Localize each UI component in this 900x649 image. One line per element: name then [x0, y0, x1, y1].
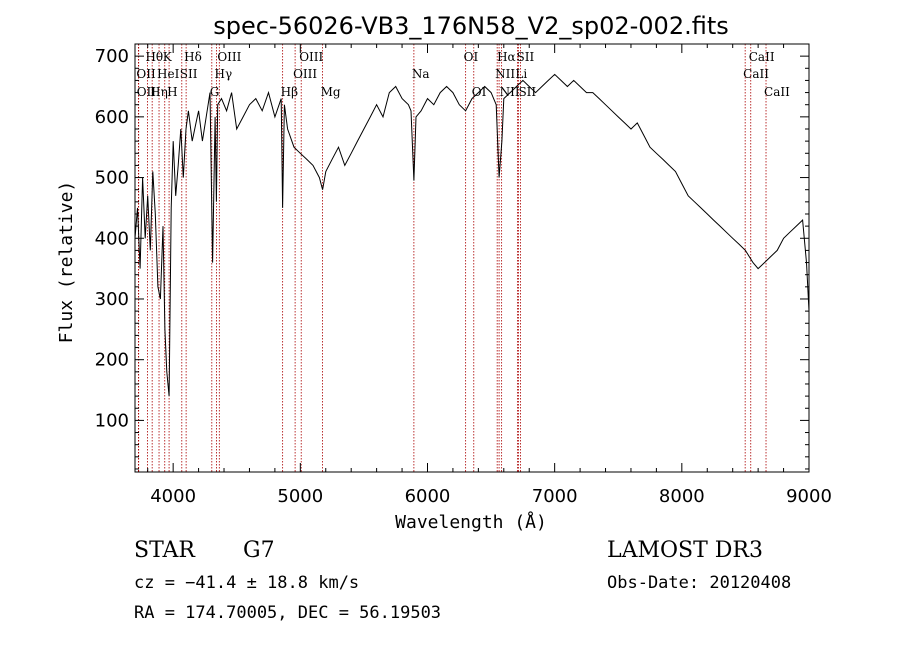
line-label-o-ii: OII	[136, 67, 156, 81]
line-label-s-ii: SII	[518, 85, 536, 99]
line-label-li: Li	[515, 67, 527, 81]
line-label-h-delta: Hδ	[184, 50, 202, 64]
line-label-k: K	[163, 50, 173, 64]
object-subclass: G7	[243, 538, 275, 563]
line-label-o-ii: OII	[137, 85, 157, 99]
line-label-o-iii: OIII	[217, 50, 241, 64]
y-tick-label: 600	[95, 107, 129, 128]
y-tick-label: 500	[95, 168, 129, 189]
x-tick-label: 6000	[405, 486, 451, 507]
line-label-mg: Mg	[321, 85, 341, 99]
y-tick-label: 100	[95, 410, 129, 431]
line-label-s-ii: SII	[517, 50, 535, 64]
y-tick-label: 200	[95, 350, 129, 371]
y-axis-label: Flux (relative)	[56, 181, 77, 344]
redshift-readout: cz = −41.4 ± 18.8 km/s	[134, 573, 360, 593]
line-label-ca-ii: CaII	[749, 50, 775, 64]
y-tick-label: 700	[95, 46, 129, 67]
line-label-o-iii: OIII	[299, 50, 323, 64]
emission-line-labels: HθOIIOIIHηHeIKHSIIHδGHγOIIIHβOIIIOIIIMgN…	[136, 50, 790, 99]
x-tick-label: 4000	[150, 486, 196, 507]
line-label-o-i: OI	[464, 50, 479, 64]
spectrum-line	[134, 73, 810, 397]
y-axis-ticks: 100 200 300 400 500 600 700	[95, 46, 809, 470]
x-tick-label: 5000	[277, 486, 323, 507]
line-label-h-gamma: Hγ	[215, 67, 233, 81]
emission-line-markers	[138, 44, 767, 472]
x-axis-label: Wavelength (Å)	[395, 511, 547, 533]
object-class: STAR	[134, 538, 195, 563]
line-label-h: H	[167, 85, 177, 99]
chart-title: spec-56026-VB3_176N58_V2_sp02-002.fits	[213, 12, 729, 40]
line-label-h-theta: Hθ	[145, 50, 163, 64]
line-label-s-ii: SII	[180, 67, 198, 81]
x-tick-label: 8000	[659, 486, 705, 507]
y-tick-label: 400	[95, 228, 129, 249]
x-axis-ticks: 4000 5000 6000 7000 8000 9000	[147, 44, 832, 507]
line-label-ca-ii: CaII	[764, 85, 790, 99]
line-label-na: Na	[412, 67, 430, 81]
line-label-n-ii: NII	[495, 67, 515, 81]
line-label-h-beta: Hβ	[281, 85, 298, 99]
survey-name: LAMOST DR3	[607, 538, 763, 563]
x-tick-label: 7000	[532, 486, 578, 507]
line-label-h-alpha: Hα	[497, 50, 516, 64]
x-tick-label: 9000	[786, 486, 832, 507]
line-label-ca-ii: CaII	[743, 67, 769, 81]
coordinates-readout: RA = 174.70005, DEC = 56.19503	[134, 603, 442, 623]
y-tick-label: 300	[95, 289, 129, 310]
line-label-h-eta: Hη	[150, 85, 168, 99]
line-label-o-iii: OIII	[293, 67, 317, 81]
line-label-g-band: G	[210, 85, 220, 99]
plot-frame	[134, 43, 810, 473]
line-label-n-ii: NII	[500, 85, 520, 99]
line-label-he-i: HeI	[157, 67, 180, 81]
observation-date: Obs-Date: 20120408	[607, 573, 792, 593]
